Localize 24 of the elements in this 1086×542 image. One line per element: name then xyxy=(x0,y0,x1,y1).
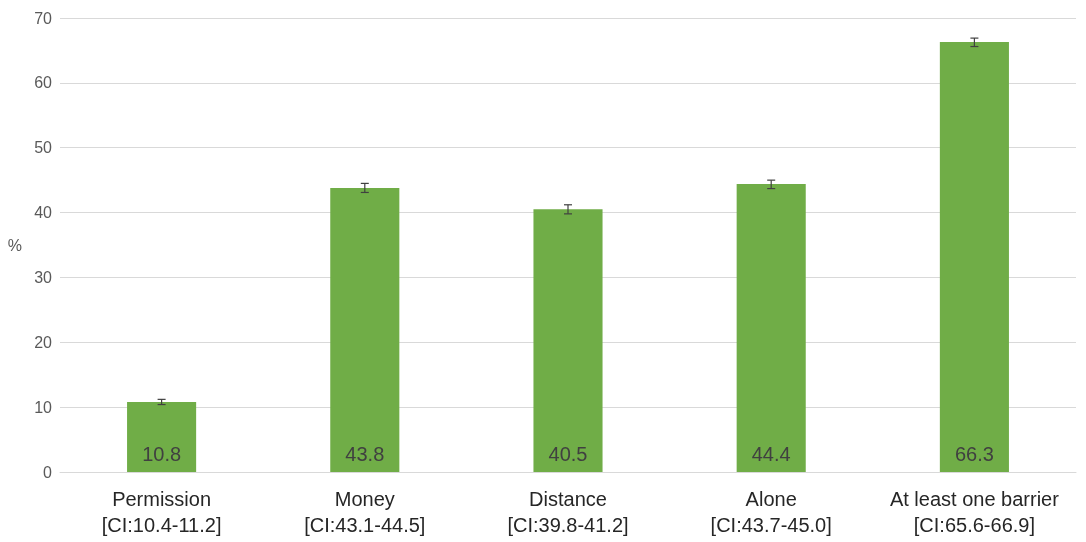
x-tick-label: Money [CI:43.1-44.5] xyxy=(304,488,426,536)
y-tick-label: 70 xyxy=(34,9,53,27)
data-label: 10.8 xyxy=(142,443,182,465)
bar xyxy=(736,184,806,472)
data-label: 66.3 xyxy=(954,443,994,465)
bar xyxy=(330,187,400,472)
data-label: 40.5 xyxy=(548,443,588,465)
y-tick-label: 40 xyxy=(34,204,53,222)
data-label: 43.8 xyxy=(345,443,385,465)
y-tick-label: 20 xyxy=(34,333,53,351)
y-axis-title: % xyxy=(7,236,22,254)
bar xyxy=(533,209,603,472)
x-tick-label: Distance [CI:39.8-41.2] xyxy=(507,488,629,536)
x-tick-label: Alone [CI:43.7-45.0] xyxy=(710,488,832,536)
bar xyxy=(127,401,197,472)
data-label: 44.4 xyxy=(751,443,791,465)
x-tick-label: Permission [CI:10.4-11.2] xyxy=(101,488,222,536)
y-tick-label: 10 xyxy=(34,398,53,416)
y-tick-label: 60 xyxy=(34,74,53,92)
bar xyxy=(939,42,1009,472)
y-tick-label: 50 xyxy=(34,139,53,157)
y-tick-label: 0 xyxy=(43,463,53,481)
x-tick-label: At least one barrier [CI:65.6-66.9] xyxy=(889,488,1060,536)
y-tick-label: 30 xyxy=(34,268,53,286)
